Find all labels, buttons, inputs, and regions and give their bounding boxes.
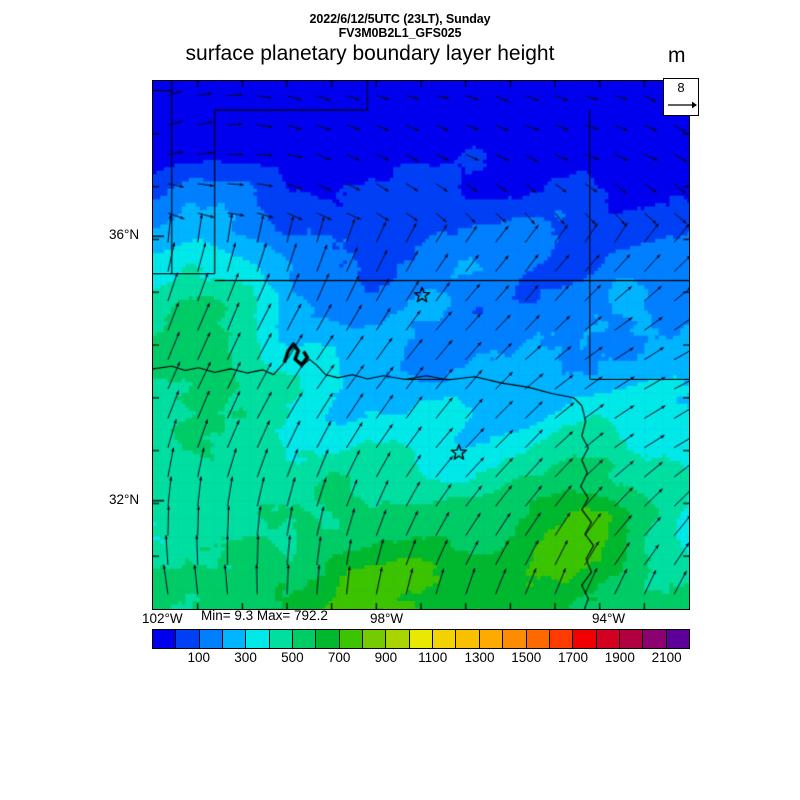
page-title: surface planetary boundary layer height [185,42,555,65]
colorbar-swatches [152,629,690,649]
pbl-height-heatmap [153,81,689,609]
colorbar-tick-label: 1300 [464,650,495,665]
colorbar-tick-label: 700 [327,650,351,665]
colorbar-cell [503,630,527,648]
colorbar-tick-labels: 100 300 500 700 900 1100 1300 1500 1700 1900 2100 [152,650,690,670]
colorbar-cell [199,630,224,648]
title-model-id: FV3M0B2L1_GFS025 [338,26,462,40]
wind-key-value: 8 [677,80,685,95]
colorbar-cell [433,630,457,648]
colorbar-tick-label: 500 [281,650,304,665]
colorbar-cell [363,630,387,648]
colorbar-cell [666,630,689,648]
colorbar-cell [223,630,247,648]
colorbar-cell [293,630,317,648]
colorbar-cell [643,630,667,648]
colorbar-tick-label: 300 [234,650,257,665]
colorbar-cell [573,630,597,648]
axis-label-lat-36n: 36°N [109,227,140,242]
colorbar-cell [619,630,644,648]
axis-label-lon-98w: 98°W [370,611,404,626]
colorbar-tick-label: 100 [187,650,211,665]
axis-label-lat-32n: 32°N [109,492,140,507]
colorbar-cell [176,630,200,648]
axis-label-lon-102w: 102°W [142,611,183,626]
colorbar-tick-label: 900 [374,650,398,665]
map-plot-area[interactable] [152,80,690,610]
colorbar-tick-label: 1500 [511,650,542,665]
colorbar-cell [526,630,550,648]
colorbar-cell [269,630,294,648]
wind-vector-arrow-icon [668,101,697,109]
colorbar-cell [386,630,410,648]
title-datetime: 2022/6/12/5UTC (23LT), Sunday [309,12,491,26]
colorbar-cell [246,630,270,648]
colorbar-cell [596,630,620,648]
colorbar-cell [153,630,177,648]
title-block: 2022/6/12/5UTC (23LT), Sunday FV3M0B2L1_… [0,12,800,40]
colorbar-cell [479,630,504,648]
unit-label: m [668,44,686,67]
colorbar-cell [456,630,480,648]
colorbar-cell [549,630,574,648]
colorbar-cell [316,630,340,648]
minmax-stats-label: Min= 9.3 Max= 792.2 [201,608,328,623]
colorbar-tick-label: 2100 [651,650,682,665]
colorbar-tick-label: 1900 [604,650,635,665]
colorbar [152,629,690,649]
colorbar-tick-label: 1100 [418,650,448,665]
colorbar-tick-label: 1700 [558,650,589,665]
colorbar-cell [409,630,434,648]
wind-vector-key: 8 [663,78,699,116]
colorbar-cell [339,630,364,648]
axis-label-lon-94w: 94°W [592,611,626,626]
